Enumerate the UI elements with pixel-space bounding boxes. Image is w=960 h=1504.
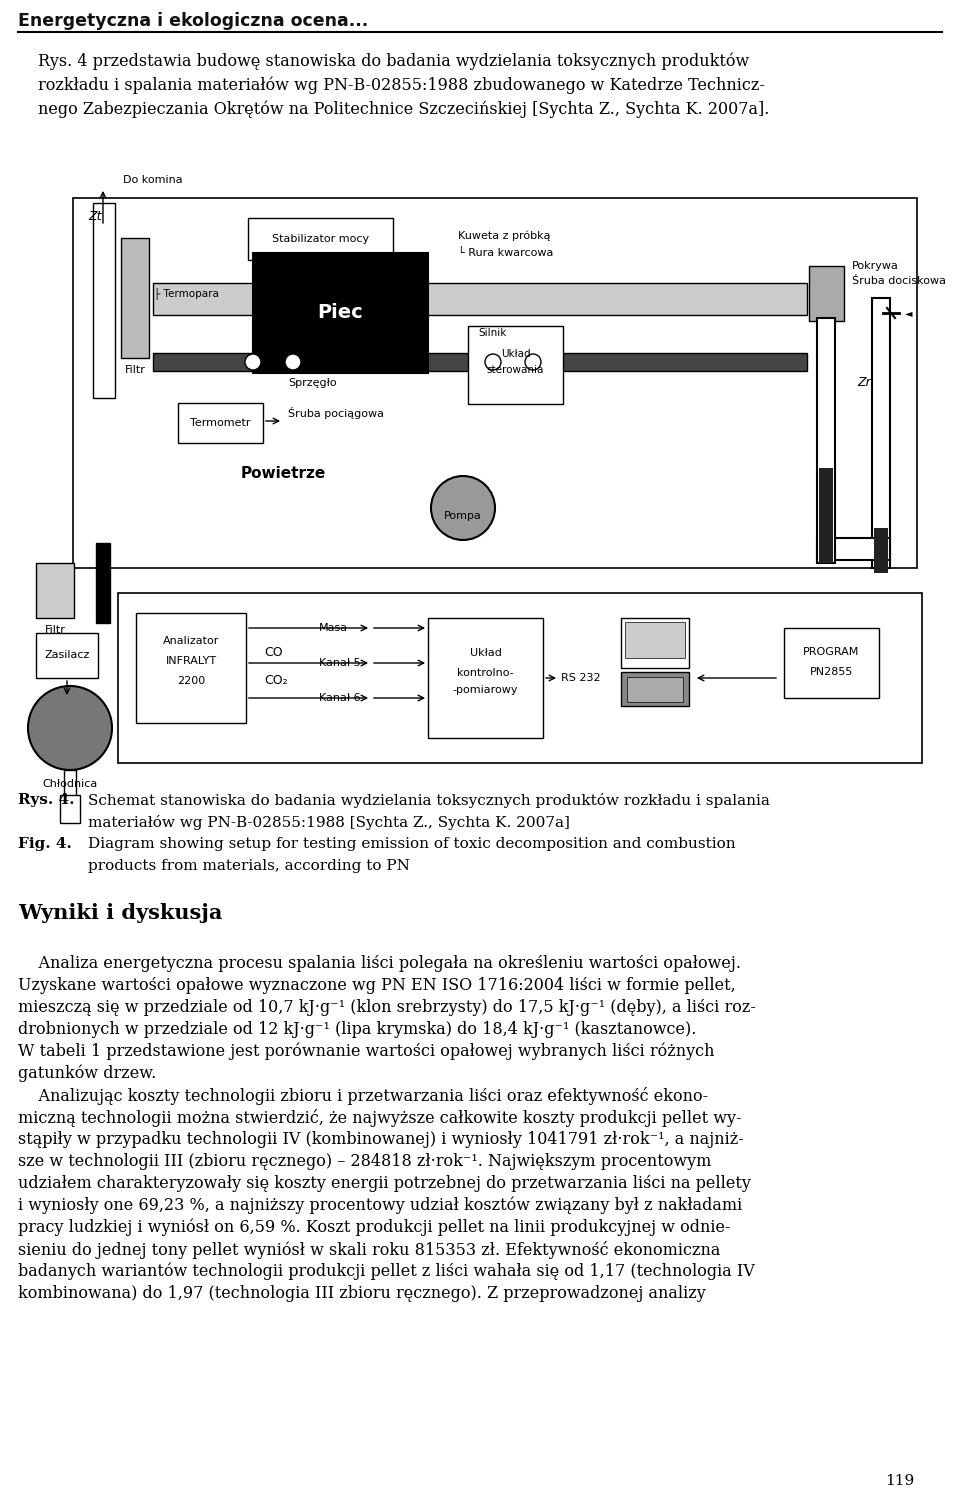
- Text: Masa: Masa: [319, 623, 348, 633]
- Text: W tabeli 1 przedstawione jest porównanie wartości opałowej wybranych liści różny: W tabeli 1 przedstawione jest porównanie…: [18, 1042, 714, 1060]
- Text: Energetyczna i ekologiczna ocena...: Energetyczna i ekologiczna ocena...: [18, 12, 369, 30]
- Text: Pokrywa: Pokrywa: [852, 262, 899, 271]
- Text: Śruba pociągowa: Śruba pociągowa: [288, 408, 384, 420]
- Text: sieniu do jednej tony pellet wyniósł w skali roku 815353 zł. Efektywność ekonomi: sieniu do jednej tony pellet wyniósł w s…: [18, 1241, 720, 1259]
- Text: PN2855: PN2855: [810, 666, 853, 677]
- Text: stąpiły w przypadku technologii IV (kombinowanej) i wyniosły 1041791 zł·rok⁻¹, a: stąpiły w przypadku technologii IV (komb…: [18, 1131, 744, 1148]
- Text: Schemat stanowiska do badania wydzielania toksycznych produktów rozkładu i spala: Schemat stanowiska do badania wydzielani…: [88, 793, 770, 808]
- Text: Filtr: Filtr: [125, 365, 145, 374]
- Text: kombinowana) do 1,97 (technologia III zbioru ręcznego). Z przeprowadzonej analiz: kombinowana) do 1,97 (technologia III zb…: [18, 1284, 706, 1302]
- Text: 119: 119: [885, 1474, 915, 1487]
- Bar: [153, 283, 807, 314]
- Bar: [64, 770, 76, 800]
- Text: Fig. 4.: Fig. 4.: [18, 838, 72, 851]
- Text: Powietrze: Powietrze: [240, 466, 325, 480]
- Text: Stabilizator mocy: Stabilizator mocy: [272, 235, 369, 244]
- Bar: [809, 266, 844, 320]
- Text: Kuweta z próbką: Kuweta z próbką: [458, 230, 550, 241]
- Bar: [627, 677, 683, 702]
- Text: INFRALYT: INFRALYT: [165, 656, 217, 666]
- Text: Śruba dociskowa: Śruba dociskowa: [852, 277, 946, 286]
- Text: Diagram showing setup for testing emission of toxic decomposition and combustion: Diagram showing setup for testing emissi…: [88, 838, 735, 851]
- Bar: [621, 618, 689, 668]
- Bar: [121, 238, 149, 358]
- Text: Chłodnica: Chłodnica: [42, 779, 98, 790]
- Bar: [73, 199, 917, 569]
- Bar: [784, 629, 879, 698]
- Text: CO₂: CO₂: [264, 674, 288, 687]
- Text: products from materials, according to PN: products from materials, according to PN: [88, 859, 410, 872]
- Bar: [96, 543, 110, 623]
- Text: udziałem charakteryzowały się koszty energii potrzebnej do przetwarzania liści n: udziałem charakteryzowały się koszty ene…: [18, 1175, 751, 1193]
- Text: miczną technologii można stwierdzić, że najwyższe całkowite koszty produkcji pel: miczną technologii można stwierdzić, że …: [18, 1108, 741, 1126]
- Circle shape: [285, 353, 301, 370]
- Bar: [153, 353, 807, 371]
- Text: materiałów wg PN-B-02855:1988 [Sychta Z., Sychta K. 2007a]: materiałów wg PN-B-02855:1988 [Sychta Z.…: [88, 815, 570, 830]
- Text: drobnionych w przedziale od 12 kJ·g⁻¹ (lipa krymska) do 18,4 kJ·g⁻¹ (kasztanowce: drobnionych w przedziale od 12 kJ·g⁻¹ (l…: [18, 1021, 696, 1038]
- Bar: [36, 633, 98, 678]
- Bar: [817, 538, 890, 559]
- Text: nego Zabezpieczania Okrętów na Politechnice Szczecińskiej [Sychta Z., Sychta K. : nego Zabezpieczania Okrętów na Politechn…: [38, 99, 769, 117]
- Text: -pomiarowy: -pomiarowy: [453, 684, 518, 695]
- Text: ◄: ◄: [905, 308, 913, 317]
- Text: i wyniosły one 69,23 %, a najniższy procentowy udział kosztów związany był z nak: i wyniosły one 69,23 %, a najniższy proc…: [18, 1197, 742, 1215]
- Text: Analizator: Analizator: [163, 636, 219, 647]
- Text: Zt: Zt: [88, 209, 102, 223]
- Text: RS 232: RS 232: [561, 672, 601, 683]
- Bar: [621, 672, 689, 707]
- Text: Zr: Zr: [857, 376, 871, 390]
- Bar: [93, 203, 115, 399]
- Text: gatunków drzew.: gatunków drzew.: [18, 1065, 156, 1083]
- Bar: [817, 317, 835, 562]
- Bar: [248, 218, 393, 260]
- Bar: [118, 593, 922, 763]
- Bar: [36, 562, 74, 618]
- Text: kontrolno-: kontrolno-: [457, 668, 514, 678]
- Text: Sprzęgło: Sprzęgło: [289, 378, 337, 388]
- Text: Układ: Układ: [501, 349, 530, 359]
- Circle shape: [525, 353, 541, 370]
- Bar: [428, 618, 543, 738]
- Text: Zasilacz: Zasilacz: [44, 651, 89, 660]
- Bar: [872, 298, 890, 569]
- Bar: [136, 614, 246, 723]
- Text: PROGRAM: PROGRAM: [804, 647, 860, 657]
- Text: └ Rura kwarcowa: └ Rura kwarcowa: [458, 248, 553, 259]
- Bar: [178, 403, 263, 444]
- Text: rozkładu i spalania materiałów wg PN-B-02855:1988 zbudowanego w Katedrze Technic: rozkładu i spalania materiałów wg PN-B-0…: [38, 77, 765, 93]
- Circle shape: [28, 686, 112, 770]
- Text: Kanał 5: Kanał 5: [319, 659, 361, 668]
- Bar: [819, 468, 833, 562]
- Bar: [60, 796, 80, 823]
- Text: Silnik: Silnik: [478, 328, 506, 338]
- Text: Analiza energetyczna procesu spalania liści polegała na określeniu wartości opał: Analiza energetyczna procesu spalania li…: [18, 955, 741, 972]
- Text: Układ: Układ: [469, 648, 501, 659]
- Bar: [468, 326, 563, 405]
- Text: ├ Termopara: ├ Termopara: [154, 287, 219, 299]
- Bar: [625, 623, 685, 657]
- Text: mieszczą się w przedziale od 10,7 kJ·g⁻¹ (klon srebrzysty) do 17,5 kJ·g⁻¹ (dęby): mieszczą się w przedziale od 10,7 kJ·g⁻¹…: [18, 999, 756, 1017]
- Text: Wyniki i dyskusja: Wyniki i dyskusja: [18, 902, 223, 923]
- Text: CO: CO: [264, 647, 282, 659]
- Text: 2200: 2200: [177, 675, 205, 686]
- Circle shape: [485, 353, 501, 370]
- Text: Kanał 6: Kanał 6: [319, 693, 361, 702]
- Text: Termometr: Termometr: [190, 418, 251, 429]
- Text: Analizując koszty technologii zbioru i przetwarzania liści oraz efektywność ekon: Analizując koszty technologii zbioru i p…: [18, 1087, 708, 1105]
- Text: sze w technologii III (zbioru ręcznego) – 284818 zł·rok⁻¹. Największym procentow: sze w technologii III (zbioru ręcznego) …: [18, 1154, 711, 1170]
- Text: Do komina: Do komina: [123, 174, 182, 185]
- Text: Piec: Piec: [318, 304, 364, 322]
- Text: Uzyskane wartości opałowe wyznaczone wg PN EN ISO 1716:2004 liści w formie pelle: Uzyskane wartości opałowe wyznaczone wg …: [18, 978, 735, 994]
- Text: pracy ludzkiej i wyniósł on 6,59 %. Koszt produkcji pellet na linii produkcyjnej: pracy ludzkiej i wyniósł on 6,59 %. Kosz…: [18, 1220, 731, 1236]
- Bar: [874, 528, 888, 573]
- Text: badanych wariantów technologii produkcji pellet z liści wahała się od 1,17 (tech: badanych wariantów technologii produkcji…: [18, 1263, 755, 1280]
- Text: sterowania: sterowania: [487, 365, 544, 374]
- Circle shape: [431, 475, 495, 540]
- Text: Pompa: Pompa: [444, 511, 482, 520]
- Text: Rys. 4 przedstawia budowę stanowiska do badania wydzielania toksycznych produktó: Rys. 4 przedstawia budowę stanowiska do …: [38, 53, 749, 69]
- Text: Filtr: Filtr: [44, 626, 65, 635]
- Bar: [253, 253, 428, 373]
- Text: Rys. 4.: Rys. 4.: [18, 793, 75, 808]
- Circle shape: [245, 353, 261, 370]
